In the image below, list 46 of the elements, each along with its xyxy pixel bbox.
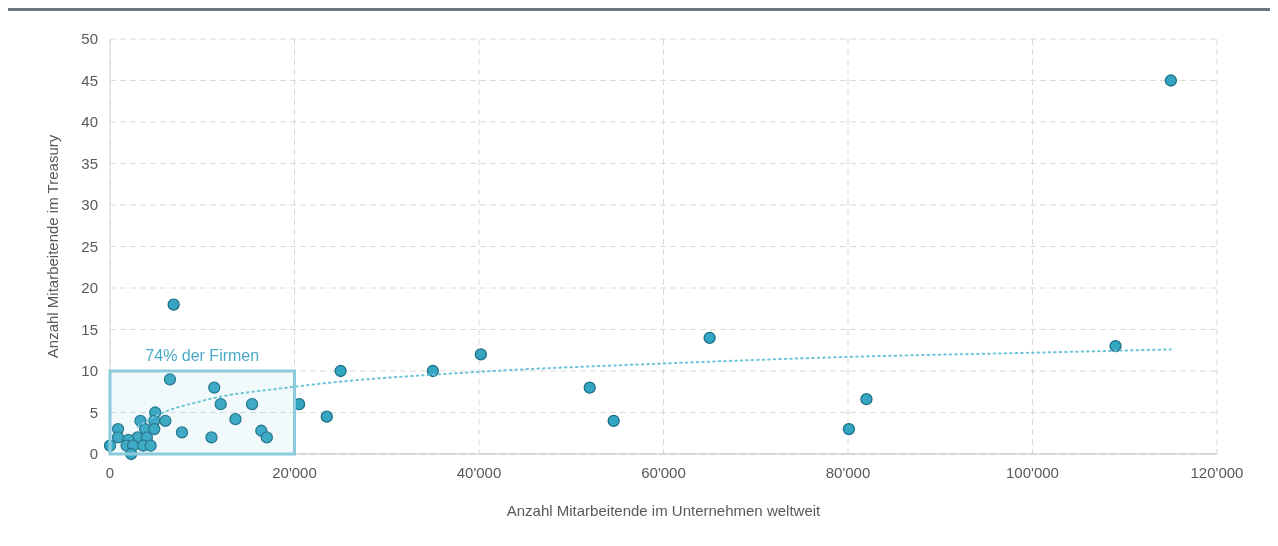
- point: [125, 447, 138, 461]
- x-tick-label: 80'000: [825, 464, 871, 481]
- y-tick-label: 40: [81, 113, 98, 131]
- point: [159, 414, 172, 427]
- y-tick-label: 50: [81, 30, 98, 48]
- point: [842, 422, 856, 436]
- point: [703, 331, 716, 344]
- annotation: 74% der Firmen: [145, 347, 260, 364]
- y-tick-label: 25: [81, 237, 98, 255]
- point: [229, 412, 242, 426]
- x-tick-label: 120'000: [1190, 464, 1244, 481]
- point: [167, 298, 180, 311]
- y-tick-label: 15: [81, 320, 98, 338]
- point: [320, 410, 333, 423]
- x-axis-title: Anzahl Mitarbeitende im Unternehmen weltweit: [506, 502, 822, 519]
- point: [474, 348, 487, 361]
- point: [148, 422, 161, 436]
- point: [607, 414, 620, 427]
- x-tick-label: 40'000: [456, 464, 502, 481]
- y-tick-label: 30: [81, 196, 98, 214]
- x-tick-label: 100'000: [1006, 464, 1059, 481]
- y-tick-label: 0: [89, 445, 98, 463]
- y-tick-label: 10: [81, 362, 98, 380]
- point: [208, 381, 221, 394]
- point: [245, 398, 259, 411]
- point: [163, 373, 177, 386]
- point: [860, 393, 873, 406]
- point: [1164, 74, 1178, 87]
- point: [334, 364, 347, 378]
- point: [205, 431, 218, 444]
- x-tick-label: 60'000: [641, 464, 686, 481]
- y-tick-label: 35: [81, 154, 98, 172]
- y-tick-label: 45: [81, 71, 98, 89]
- point: [260, 431, 273, 444]
- y-axis-title: Anzahl Mitarbeitende im Treasury: [44, 134, 61, 359]
- point: [1109, 339, 1122, 353]
- x-tick-label: 0: [105, 464, 115, 481]
- y-tick-label: 5: [89, 403, 98, 421]
- point: [111, 431, 125, 444]
- point: [144, 439, 157, 452]
- point: [583, 381, 596, 394]
- point: [175, 426, 189, 439]
- y-tick-label: 20: [81, 279, 98, 297]
- x-tick-label: 20'000: [272, 464, 317, 481]
- point: [214, 398, 227, 411]
- point: [103, 439, 117, 452]
